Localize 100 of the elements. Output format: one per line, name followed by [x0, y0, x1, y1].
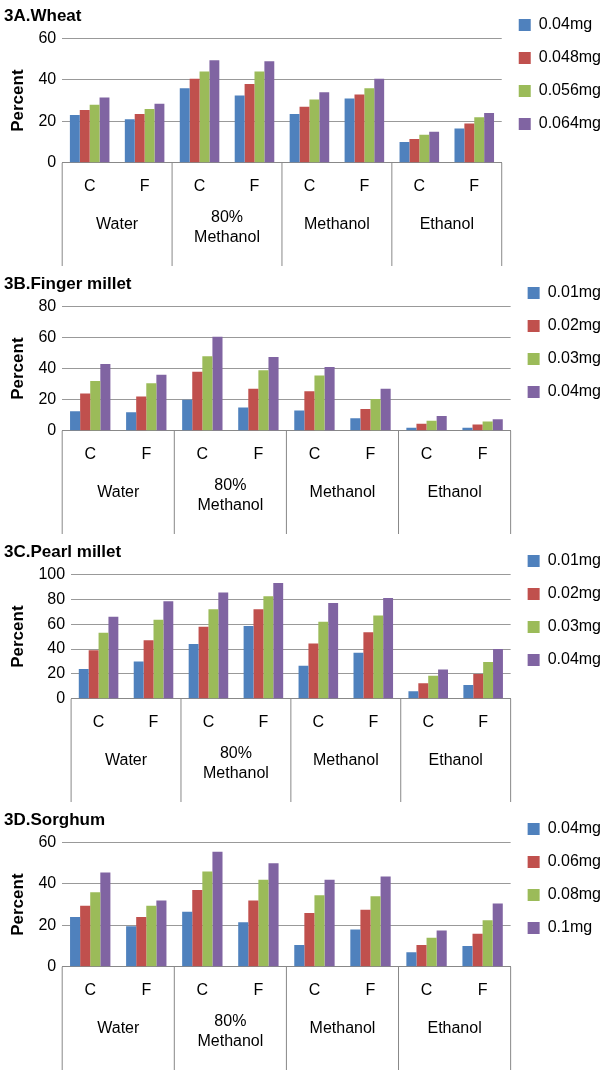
bar [473, 673, 484, 699]
bar [126, 412, 137, 431]
bar [294, 410, 305, 431]
bar [268, 356, 279, 431]
legend-label: 0.04mg [538, 15, 593, 33]
x-tick-label: F [477, 980, 488, 998]
bar [383, 598, 394, 699]
bar [153, 619, 164, 699]
bar [70, 411, 81, 431]
text: Water [97, 1019, 140, 1037]
x-tick-label: F [359, 176, 370, 194]
bar [146, 383, 157, 431]
bar [472, 933, 483, 967]
bar [324, 367, 335, 431]
y-tick-label: 60 [38, 832, 57, 850]
text: Water [105, 751, 148, 769]
bar [436, 416, 447, 431]
bar [426, 937, 437, 967]
bar [319, 92, 330, 163]
bar [308, 643, 319, 699]
bar [182, 399, 193, 431]
x-tick-label: C [308, 444, 321, 462]
text: Ethanol [427, 483, 482, 501]
bar [364, 88, 375, 163]
y-tick-label: 0 [47, 957, 57, 975]
bar [126, 926, 137, 967]
x-tick-label: C [420, 444, 433, 462]
x-tick-label: F [249, 176, 260, 194]
y-tick-label: 20 [38, 111, 57, 129]
bar [248, 388, 259, 431]
y-tick-label: 20 [38, 390, 57, 408]
bar [418, 683, 429, 699]
bar [80, 905, 91, 967]
x-tick-label: F [253, 444, 264, 462]
bar [318, 621, 329, 699]
bar [70, 917, 81, 967]
bar [309, 99, 320, 163]
x-tick-label: C [420, 980, 433, 998]
bar [438, 669, 448, 699]
y-tick-label: 20 [38, 915, 57, 933]
bar [324, 879, 335, 967]
bar [134, 114, 145, 163]
bar [360, 909, 371, 967]
x-tick-label: C [83, 176, 96, 194]
bar [90, 892, 101, 967]
bar [428, 675, 439, 699]
bar [192, 371, 203, 431]
legend-label: 0.04mg [547, 382, 602, 400]
bar [373, 615, 384, 699]
bar [156, 900, 167, 967]
text: Water [97, 483, 140, 501]
bar [264, 61, 275, 163]
bar [189, 78, 200, 163]
x-tick-label: F [253, 980, 264, 998]
bar [462, 946, 473, 967]
bar [188, 644, 199, 699]
bar [80, 393, 91, 431]
bar [350, 418, 361, 431]
x-tick-label: C [312, 712, 325, 730]
bar [474, 117, 485, 163]
bar [234, 95, 245, 163]
x-tick-label: C [84, 980, 97, 998]
bar [483, 662, 494, 699]
bar [363, 632, 374, 699]
bar [212, 336, 223, 431]
x-tick-label: C [196, 980, 209, 998]
bar [156, 374, 167, 431]
bar [100, 872, 111, 967]
bar [492, 903, 503, 967]
legend-label: 0.1mg [547, 918, 593, 936]
chart-title: 3B.Finger millet [4, 273, 132, 293]
bar [248, 900, 259, 967]
legend-label: 0.048mg [538, 48, 601, 66]
legend-label: 0.01mg [547, 283, 602, 301]
legend-label: 0.04mg [547, 819, 602, 837]
bar [360, 409, 371, 431]
bar [243, 626, 254, 699]
bar [416, 945, 427, 967]
y-axis-title: Percent [7, 337, 27, 400]
bar [380, 876, 391, 967]
bar [273, 583, 284, 699]
bar [90, 381, 101, 431]
x-tick-label: F [477, 444, 488, 462]
y-tick-label: 80 [47, 589, 66, 607]
legend-label: 0.02mg [547, 316, 602, 334]
bar [254, 71, 265, 163]
y-tick-label: 40 [47, 639, 66, 657]
text: Methanol [309, 483, 376, 501]
x-tick-label: F [141, 980, 152, 998]
text: 80% Methanol [197, 476, 264, 514]
bar [350, 929, 361, 967]
x-tick-label: C [308, 980, 321, 998]
bar [244, 84, 255, 163]
text: Methanol [312, 751, 379, 769]
x-tick-label: C [84, 444, 97, 462]
bar [370, 896, 381, 967]
y-tick-label: 60 [38, 28, 57, 46]
legend-label: 0.03mg [547, 349, 602, 367]
bar [209, 60, 220, 163]
y-axis-title: Percent [7, 69, 27, 132]
